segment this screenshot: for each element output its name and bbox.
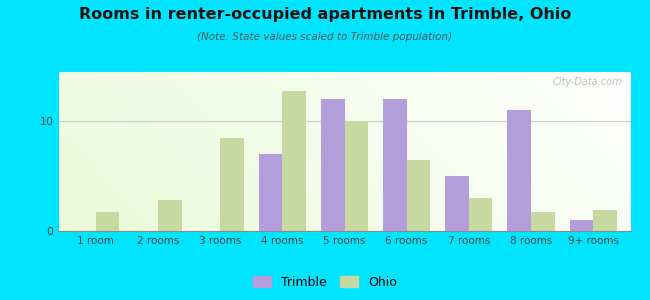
Bar (383, 99, 407, 231)
Bar (220, 138, 244, 231)
Text: (Note: State values scaled to Trimble population): (Note: State values scaled to Trimble po… (198, 32, 452, 41)
Text: City-Data.com: City-Data.com (552, 77, 622, 87)
Bar (469, 198, 493, 231)
Bar (344, 121, 368, 231)
Bar (445, 176, 469, 231)
Bar (531, 212, 554, 231)
Bar (158, 200, 181, 231)
Legend: Trimble, Ohio: Trimble, Ohio (248, 271, 402, 294)
Bar (321, 99, 345, 231)
Bar (407, 160, 430, 231)
Text: Rooms in renter-occupied apartments in Trimble, Ohio: Rooms in renter-occupied apartments in T… (79, 8, 571, 22)
Bar (259, 154, 282, 231)
Bar (569, 220, 593, 231)
Bar (282, 91, 306, 231)
Bar (508, 110, 531, 231)
Bar (96, 212, 120, 231)
Bar (593, 210, 617, 231)
